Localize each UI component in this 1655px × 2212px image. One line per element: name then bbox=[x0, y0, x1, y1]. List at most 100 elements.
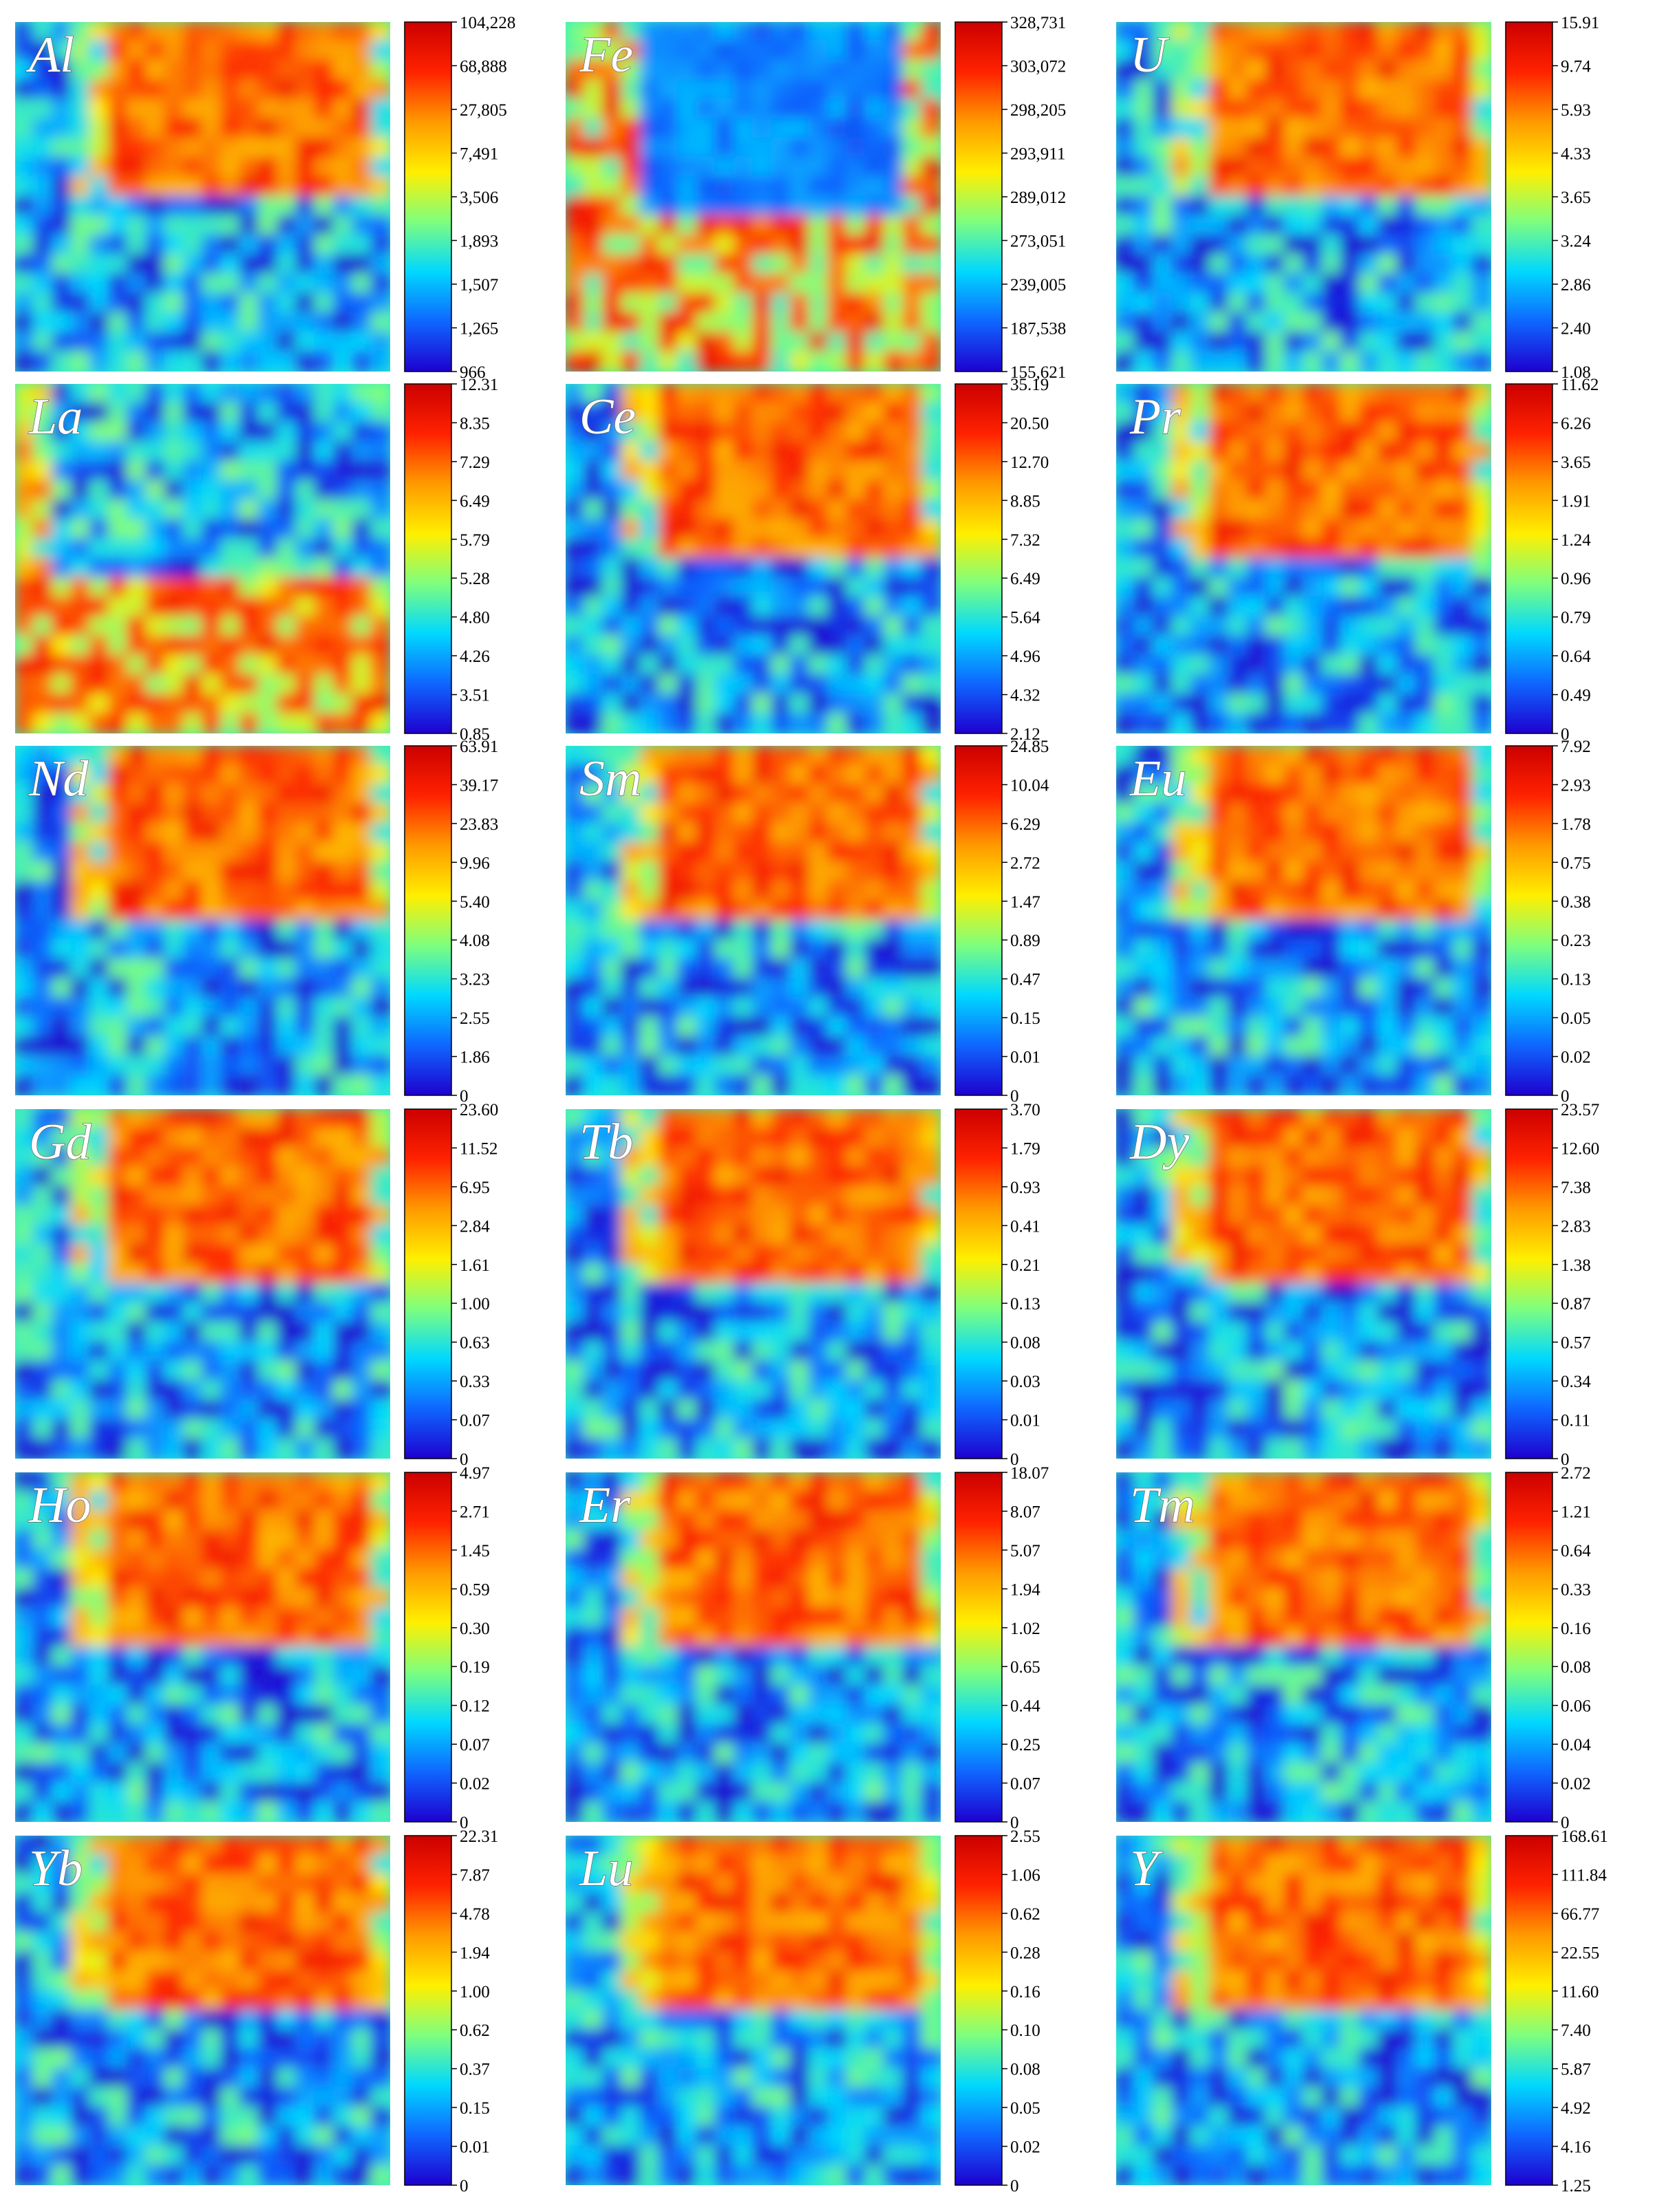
colorbar-tick-label: 4.80 bbox=[460, 609, 490, 627]
colorbar-tick-label: 0.28 bbox=[1010, 1944, 1040, 1962]
colorbar-tick-label: 7.29 bbox=[460, 453, 490, 472]
colorbar-tick-label: 2.84 bbox=[460, 1217, 490, 1236]
panel-ce: Ce 35.19 20.50 12.70 8.85 7.32 6.49 5.64 4.96 4.3… bbox=[566, 376, 1049, 744]
colorbar-tick-label: 1.25 bbox=[1561, 2177, 1591, 2195]
colorbar-tick-label: 0.34 bbox=[1561, 1373, 1591, 1391]
colorbar-tick-label: 22.55 bbox=[1561, 1944, 1599, 1962]
colorbar-tick-label: 27,805 bbox=[460, 101, 507, 120]
colorbar-tick-label: 3,506 bbox=[460, 189, 498, 207]
colorbar-tick-label: 104,228 bbox=[460, 14, 515, 32]
element-label: Y bbox=[1130, 1840, 1163, 1897]
element-label: U bbox=[1130, 27, 1170, 83]
colorbar-tick-label: 0 bbox=[1561, 1087, 1570, 1106]
colorbar-tick-label: 1.08 bbox=[1561, 363, 1591, 382]
colorbar-tick-label: 4.32 bbox=[1010, 687, 1040, 705]
colorbar-tick-label: 1.86 bbox=[460, 1049, 490, 1067]
colorbar-tick-label: 5.07 bbox=[1010, 1542, 1040, 1560]
colorbar-tick-label: 68,888 bbox=[460, 58, 507, 76]
colorbar-tick-label: 12.70 bbox=[1010, 453, 1049, 472]
colorbar-tick-label: 1.47 bbox=[1010, 893, 1040, 912]
colorbar-tick-label: 1.94 bbox=[1010, 1580, 1040, 1599]
colorbar-tick-label: 1,893 bbox=[460, 233, 498, 251]
panel-al: Al 104,228 68,888 27,805 7,491 3,506 1,893 1,50… bbox=[15, 14, 515, 382]
element-label: Tb bbox=[579, 1114, 633, 1170]
colorbar-tick-label: 0.63 bbox=[460, 1334, 490, 1353]
colorbar-tick-label: 0.33 bbox=[460, 1373, 490, 1391]
panel-tm: Tm 2.72 1.21 0.64 0.33 0.16 0.08 0.06 0.04 0.02 0 bbox=[1116, 1464, 1591, 1832]
colorbar-tick-label: 298,205 bbox=[1010, 101, 1066, 120]
colorbar-tick-label: 9.74 bbox=[1561, 58, 1591, 76]
panel-dy: Dy 23.57 12.60 7.38 2.83 1.38 0.87 0.57 0.34 0.11… bbox=[1116, 1101, 1599, 1469]
colorbar-tick-label: 5.93 bbox=[1561, 101, 1591, 120]
colorbar-tick-label: 0.64 bbox=[1561, 1542, 1591, 1560]
colorbar-tick-label: 39.17 bbox=[460, 776, 498, 795]
colorbar-tick-label: 22.31 bbox=[460, 1827, 498, 1846]
colorbar-tick-label: 0.08 bbox=[1561, 1658, 1591, 1677]
colorbar-tick-label: 0.21 bbox=[1010, 1256, 1040, 1275]
colorbar-tick-label: 4.92 bbox=[1561, 2099, 1591, 2118]
heatmap-lu bbox=[566, 1836, 941, 2185]
colorbar-tick-label: 0.41 bbox=[1010, 1217, 1040, 1236]
colorbar-tick-label: 10.04 bbox=[1010, 776, 1049, 795]
heatmap-gd bbox=[15, 1109, 390, 1459]
colorbar-tick-label: 6.49 bbox=[1010, 570, 1040, 588]
heatmap-tb bbox=[566, 1109, 941, 1459]
colorbar-tick-label: 8.35 bbox=[460, 414, 490, 433]
colorbar-tick-label: 5.64 bbox=[1010, 609, 1040, 627]
colorbar-tick-label: 3.23 bbox=[460, 971, 490, 989]
colorbar-tick-label: 0.01 bbox=[460, 2138, 490, 2157]
element-label: Tm bbox=[1130, 1477, 1195, 1534]
colorbar-tick-label: 2.72 bbox=[1010, 854, 1040, 872]
colorbar-tick-label: 4.26 bbox=[460, 647, 490, 666]
element-label: Lu bbox=[579, 1840, 633, 1897]
colorbar-tick-label: 18.07 bbox=[1010, 1464, 1049, 1483]
colorbar bbox=[404, 383, 452, 734]
colorbar-tick-label: 1,507 bbox=[460, 276, 498, 294]
element-label: Eu bbox=[1129, 751, 1186, 807]
heatmap-nd bbox=[15, 746, 390, 1095]
colorbar bbox=[954, 383, 1003, 734]
colorbar-tick-label: 0.13 bbox=[1561, 971, 1591, 989]
colorbar bbox=[1505, 745, 1553, 1096]
colorbar-tick-label: 15.91 bbox=[1561, 14, 1599, 32]
colorbar-tick-label: 1.38 bbox=[1561, 1256, 1591, 1275]
colorbar-tick-label: 5.87 bbox=[1561, 2061, 1591, 2079]
colorbar-tick-label: 24.85 bbox=[1010, 738, 1049, 756]
heatmap-yb bbox=[15, 1836, 390, 2185]
colorbar bbox=[404, 1108, 452, 1459]
colorbar-tick-label: 7.38 bbox=[1561, 1179, 1591, 1197]
colorbar-tick-label: 0.16 bbox=[1010, 1983, 1040, 2001]
colorbar-tick-label: 0.65 bbox=[1010, 1658, 1040, 1677]
colorbar bbox=[404, 745, 452, 1096]
colorbar-tick-label: 23.83 bbox=[460, 815, 498, 834]
colorbar-tick-label: 0.06 bbox=[1561, 1697, 1591, 1716]
heatmap-er bbox=[566, 1472, 941, 1822]
colorbar-tick-label: 187,538 bbox=[1010, 320, 1066, 339]
colorbar-tick-label: 1.24 bbox=[1561, 531, 1591, 550]
colorbar-tick-label: 11.62 bbox=[1561, 376, 1599, 394]
colorbar-tick-label: 1.00 bbox=[460, 1983, 490, 2001]
colorbar-tick-label: 1.45 bbox=[460, 1542, 490, 1560]
heatmap-sm bbox=[566, 746, 941, 1095]
colorbar-tick-label: 12.31 bbox=[460, 376, 498, 394]
element-label: Dy bbox=[1129, 1114, 1189, 1170]
colorbar-tick-label: 0 bbox=[1010, 1450, 1019, 1469]
colorbar-tick-label: 11.52 bbox=[460, 1139, 498, 1158]
colorbar bbox=[404, 1472, 452, 1823]
colorbar-tick-label: 0 bbox=[1010, 2177, 1019, 2195]
colorbar-tick-label: 155,621 bbox=[1010, 363, 1066, 382]
heatmap-ho bbox=[15, 1472, 390, 1822]
heatmap-y bbox=[1116, 1836, 1491, 2185]
colorbar-tick-label: 4.97 bbox=[460, 1464, 490, 1483]
colorbar bbox=[954, 1108, 1003, 1459]
colorbar-tick-label: 0.93 bbox=[1010, 1179, 1040, 1197]
panel-eu: Eu 7.92 2.93 1.78 0.75 0.38 0.23 0.13 0.05 0.02 0 bbox=[1116, 738, 1591, 1106]
colorbar-tick-label: 0.37 bbox=[460, 2061, 490, 2079]
element-label: Pr bbox=[1129, 389, 1182, 445]
colorbar-tick-label: 9.96 bbox=[460, 854, 490, 872]
colorbar-tick-label: 0.02 bbox=[1561, 1049, 1591, 1067]
colorbar-tick-label: 0.79 bbox=[1561, 609, 1591, 627]
colorbar-tick-label: 6.49 bbox=[460, 492, 490, 511]
colorbar-tick-label: 3.24 bbox=[1561, 233, 1591, 251]
